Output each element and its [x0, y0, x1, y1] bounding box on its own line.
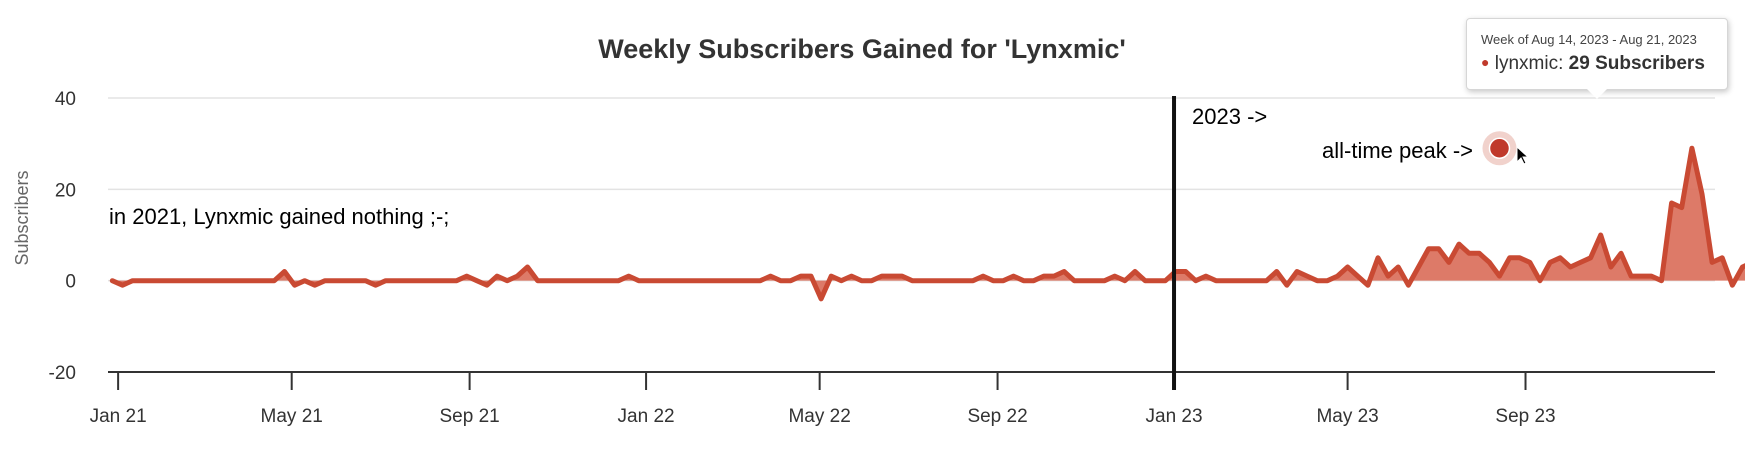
x-tick-label: Jan 23	[1146, 406, 1203, 427]
chart-title: Weekly Subscribers Gained for 'Lynxmic'	[598, 34, 1126, 64]
x-tick-label: Jan 21	[90, 406, 147, 427]
mouse-cursor-icon	[1516, 146, 1530, 165]
tooltip-series-name: lynxmic:	[1494, 53, 1564, 74]
x-tick-label: Sep 21	[439, 406, 499, 427]
y-axis-ticks: -20 0 20 40	[49, 89, 76, 384]
annotation-2021: in 2021, Lynxmic gained nothing ;-;	[109, 204, 449, 229]
peak-point[interactable]	[1488, 137, 1511, 159]
y-axis-label: Subscribers	[12, 170, 32, 265]
series-lynxmic[interactable]	[109, 145, 1745, 302]
x-tick-label: May 22	[788, 406, 850, 427]
tooltip-series-line: ● lynxmic: 29 Subscribers	[1481, 53, 1713, 75]
year-divider-label: 2023 ->	[1192, 104, 1267, 129]
annotation-peak: all-time peak ->	[1322, 138, 1473, 163]
x-tick-label: Sep 23	[1495, 406, 1555, 427]
y-tick-label: 0	[65, 272, 76, 293]
year-marker: 2023 ->	[1172, 96, 1267, 390]
y-tick-label: 20	[55, 180, 76, 201]
tooltip: Week of Aug 14, 2023 - Aug 21, 2023 ● ly…	[1466, 18, 1728, 99]
peak-highlight[interactable]	[1482, 131, 1517, 166]
x-axis: Jan 21 May 21 Sep 21 Jan 22 May 22 Sep 22 Jan …	[90, 371, 1715, 427]
x-tick-label: May 21	[261, 406, 323, 427]
x-tick-label: Jan 22	[618, 406, 675, 427]
y-tick-label: 40	[55, 89, 76, 110]
x-tick-label: May 23	[1316, 406, 1378, 427]
series-line[interactable]	[109, 145, 1745, 302]
tooltip-value: 29 Subscribers	[1568, 53, 1705, 74]
y-tick-label: -20	[49, 363, 76, 384]
series-dot-icon: ●	[1481, 54, 1490, 70]
x-tick-label: Sep 22	[967, 406, 1027, 427]
tooltip-date: Week of Aug 14, 2023 - Aug 21, 2023	[1481, 32, 1697, 47]
